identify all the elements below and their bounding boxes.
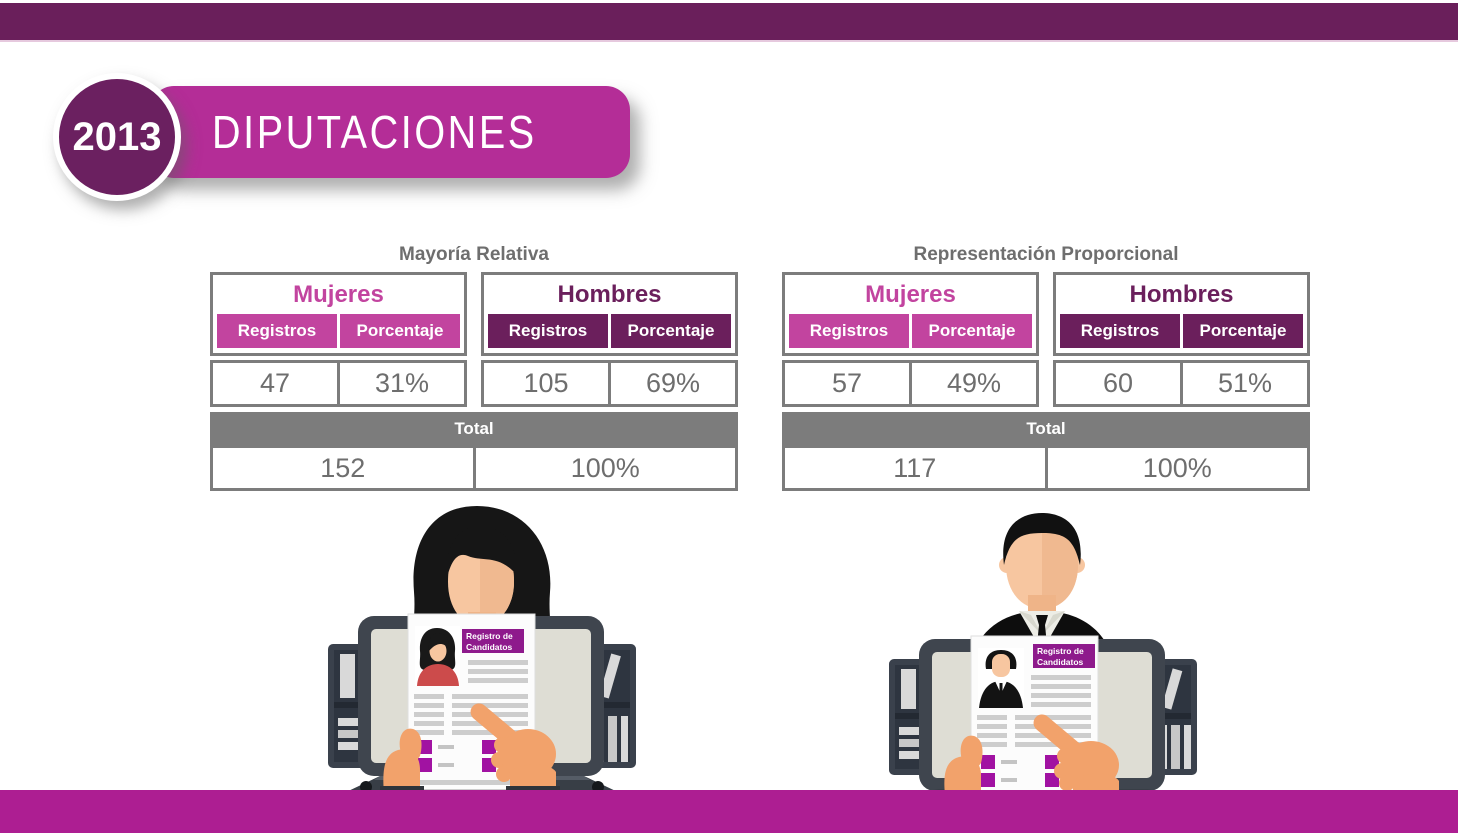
page-title: DIPUTACIONES — [212, 106, 537, 158]
hombres-table: Hombres Registros Porcentaje — [1053, 272, 1310, 356]
document-title: Registro de Candidatos — [1033, 644, 1095, 668]
total-header: Total — [782, 412, 1310, 445]
hombres-porcentaje-value: 51% — [1180, 363, 1307, 404]
mujeres-table: Mujeres Registros Porcentaje — [210, 272, 467, 356]
hombres-column-headers: Registros Porcentaje — [1060, 314, 1303, 348]
total-porcentaje-value: 100% — [1044, 448, 1308, 488]
mujeres-column-headers: Registros Porcentaje — [217, 314, 460, 348]
registros-column-header: Registros — [488, 314, 608, 348]
woman-illustration-art — [328, 506, 636, 794]
registros-column-header: Registros — [1060, 314, 1180, 348]
hombres-table: Hombres Registros Porcentaje — [481, 272, 738, 356]
document-title-line2: Candidatos — [466, 641, 513, 652]
section-title: Representación Proporcional — [913, 244, 1179, 265]
bottom-banner-bar — [0, 790, 1458, 833]
hombres-porcentaje-value: 69% — [608, 363, 735, 404]
porcentaje-column-header: Porcentaje — [912, 314, 1032, 348]
document-title: Registro de Candidatos — [462, 629, 524, 653]
registros-column-header: Registros — [789, 314, 909, 348]
total-porcentaje-value: 100% — [472, 448, 736, 488]
hombres-column-headers: Registros Porcentaje — [488, 314, 731, 348]
porcentaje-column-header: Porcentaje — [340, 314, 460, 348]
mujeres-table: Mujeres Registros Porcentaje — [782, 272, 1039, 356]
porcentaje-column-header: Porcentaje — [611, 314, 731, 348]
year-label: 2013 — [72, 114, 162, 159]
hombres-values-row: 60 51% — [1053, 360, 1310, 407]
left-hand — [944, 735, 983, 795]
man-illustration: Registro de Candidatos — [883, 503, 1203, 795]
total-values-row: 152 100% — [210, 445, 738, 491]
hombres-registros-value: 60 — [1102, 368, 1134, 398]
top-banner-bar — [0, 3, 1458, 42]
right-pointing-hand — [1033, 714, 1119, 795]
mujeres-registros-value: 57 — [831, 368, 863, 398]
document-photo-woman — [415, 626, 460, 686]
mujeres-header: Mujeres — [865, 281, 956, 308]
document-title-line1: Registro de — [1037, 646, 1084, 656]
hombres-registros-value: 105 — [523, 368, 569, 398]
year-badge: 2013 — [53, 73, 181, 201]
mujeres-porcentaje-value: 31% — [337, 363, 464, 404]
man-illustration-art — [889, 513, 1197, 795]
document-title-line1: Registro de — [466, 631, 513, 641]
hombres-header: Hombres — [1129, 281, 1234, 308]
mujeres-porcentaje-value: 49% — [909, 363, 1036, 404]
porcentaje-column-header: Porcentaje — [1183, 314, 1303, 348]
total-registros-value: 117 — [893, 452, 937, 483]
hombres-header: Hombres — [557, 281, 662, 308]
total-registros-value: 152 — [320, 452, 366, 483]
section-title: Mayoría Relativa — [399, 244, 549, 265]
document-checkboxes — [981, 755, 1081, 787]
title-ribbon: DIPUTACIONES — [150, 86, 630, 178]
document-photo-man — [978, 648, 1024, 708]
registros-column-header: Registros — [217, 314, 337, 348]
hombres-values-row: 105 69% — [481, 360, 738, 407]
mujeres-header: Mujeres — [293, 281, 384, 308]
total-values-row: 117 100% — [782, 445, 1310, 491]
document-title-line2: Candidatos — [1037, 656, 1084, 667]
mujeres-registros-value: 47 — [259, 368, 291, 398]
total-header: Total — [210, 412, 738, 445]
woman-illustration: Registro de Candidatos — [322, 502, 642, 794]
mujeres-values-row: 57 49% — [782, 360, 1039, 407]
mujeres-values-row: 47 31% — [210, 360, 467, 407]
mujeres-column-headers: Registros Porcentaje — [789, 314, 1032, 348]
